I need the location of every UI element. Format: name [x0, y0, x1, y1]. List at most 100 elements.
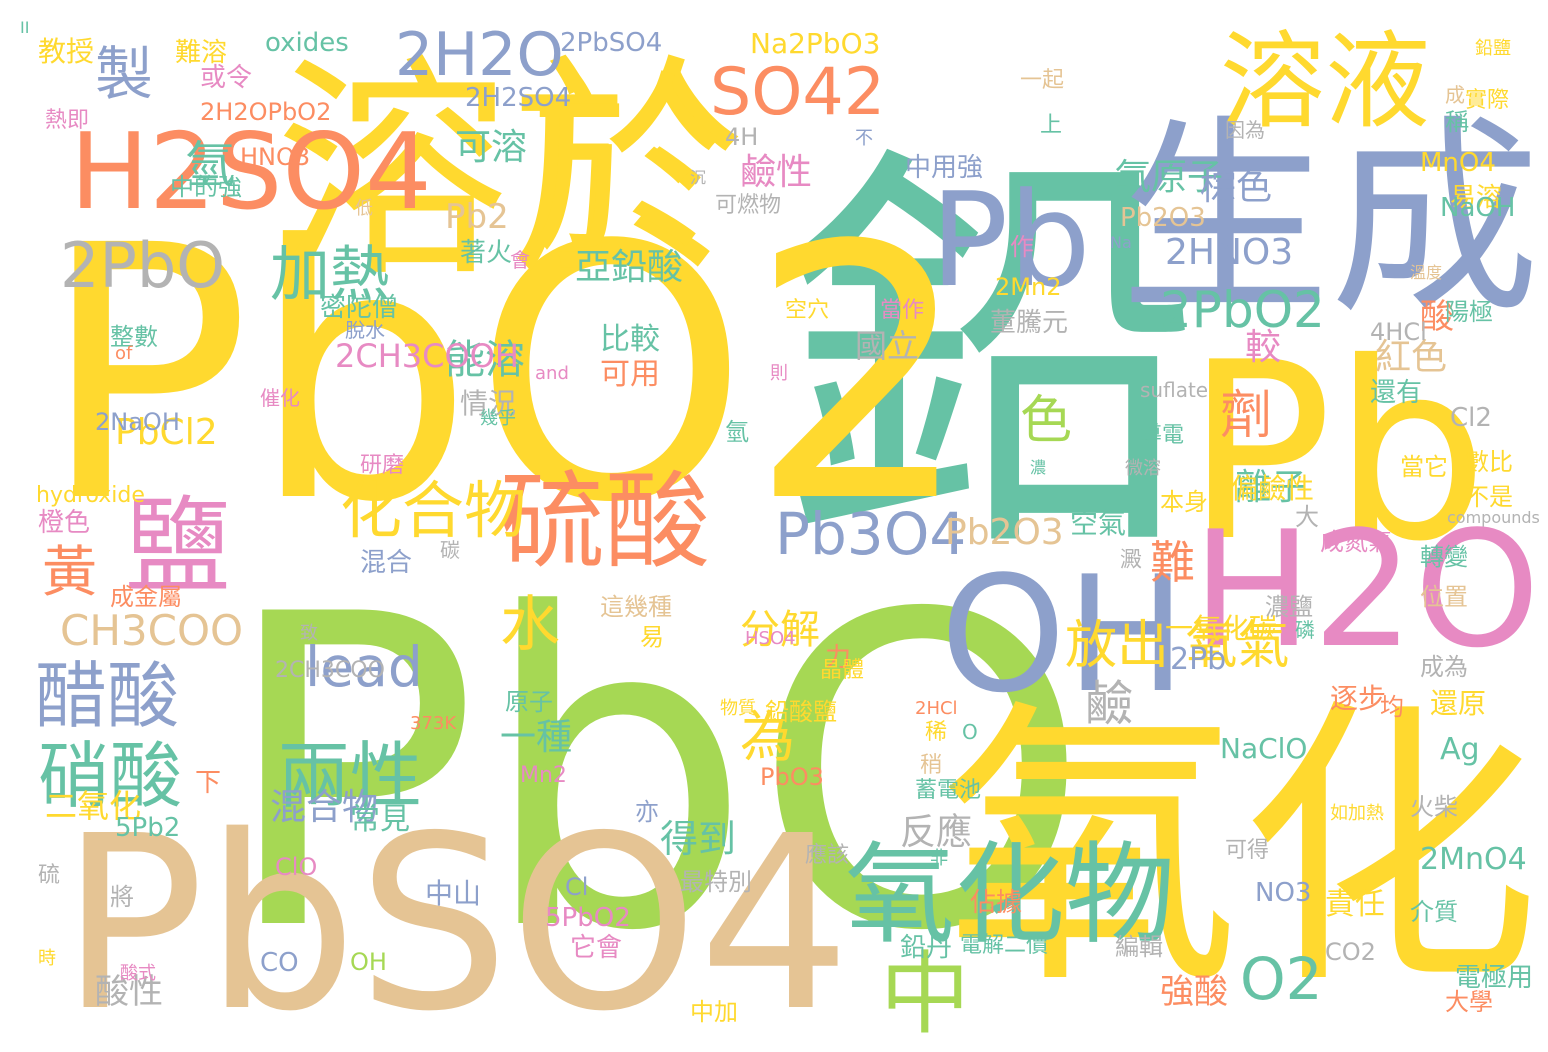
cloud-word: 導電 — [1140, 423, 1185, 448]
cloud-word: 會 — [510, 248, 530, 272]
cloud-word: 橙色 — [38, 508, 91, 538]
cloud-word: 逐步 — [1330, 682, 1387, 715]
cloud-word: NO3 — [1255, 878, 1312, 908]
cloud-word: 酸 — [1420, 297, 1454, 337]
cloud-word: 一氧化碳 — [1165, 612, 1278, 645]
cloud-word: 強酸 — [1160, 972, 1228, 1012]
cloud-word: 棕色 — [1200, 167, 1273, 208]
cloud-word: 水 — [500, 590, 560, 660]
cloud-word: 氧原子 — [1115, 157, 1224, 198]
cloud-word: 著火 — [460, 238, 513, 268]
cloud-word: NaClO — [1220, 732, 1308, 765]
cloud-word: 可溶 — [455, 127, 528, 168]
cloud-word: 離子 — [1235, 467, 1308, 508]
cloud-word: 2PbO2 — [1160, 281, 1325, 339]
cloud-word: 電解二價 — [960, 933, 1049, 958]
cloud-word: 還原 — [1430, 687, 1487, 720]
cloud-word: ClO — [275, 853, 318, 881]
cloud-word: CH3COO — [60, 606, 244, 655]
cloud-word: PbSO4 — [60, 784, 852, 1052]
cloud-word: 化合物 — [340, 474, 527, 547]
cloud-word: 陽極 — [1445, 298, 1493, 326]
cloud-word: 致 — [300, 623, 318, 644]
cloud-word: 2H2O — [395, 20, 564, 90]
cloud-word: 時 — [38, 948, 56, 969]
cloud-word: lead — [305, 635, 423, 699]
cloud-word: 4HCl — [1370, 318, 1427, 346]
cloud-word: HNO3 — [240, 143, 311, 171]
cloud-word: 2CH3COOH — [335, 337, 519, 375]
cloud-word: 硫 — [38, 863, 61, 888]
cloud-word: 將 — [110, 883, 134, 911]
cloud-word: 澱 — [1120, 548, 1143, 573]
cloud-word: suflate — [1140, 378, 1209, 402]
cloud-word: Pb — [930, 164, 1091, 316]
cloud-word: 成為 — [1420, 653, 1468, 681]
cloud-word: 2MnO4 — [1420, 842, 1527, 877]
cloud-word: 一種 — [500, 717, 573, 758]
cloud-word: 中用強 — [905, 153, 984, 183]
cloud-word: 原子 — [505, 688, 553, 716]
cloud-word: Mn2 — [520, 763, 567, 788]
cloud-word: 中的強 — [170, 173, 242, 201]
cloud-word: Pb2O3 — [1120, 203, 1206, 233]
cloud-word: H2SO4 — [70, 111, 432, 233]
cloud-word: 難 — [1150, 536, 1196, 589]
cloud-word: 2H2SO4 — [465, 83, 572, 113]
cloud-word: and — [535, 363, 569, 384]
cloud-word: 373K — [410, 713, 457, 734]
cloud-word: 黃 — [42, 540, 98, 604]
cloud-word: 混合 — [360, 548, 413, 578]
cloud-word: 編輯 — [1115, 933, 1163, 961]
cloud-word: 電極用 — [1455, 963, 1534, 993]
cloud-word: 鉛酸鹽 — [765, 698, 837, 726]
cloud-word: 為 — [740, 705, 796, 769]
cloud-word: 本身 — [1160, 488, 1208, 516]
cloud-word: Pb2O3 — [945, 512, 1064, 553]
cloud-word: 製 — [95, 40, 154, 108]
cloud-word: 鉛丹 — [900, 933, 953, 963]
cloud-word: 物質 — [720, 698, 756, 719]
cloud-word: Pb — [1185, 310, 1489, 595]
cloud-word: 低 — [355, 198, 373, 219]
cloud-word: 紅色 — [1375, 337, 1448, 378]
cloud-word: of — [115, 343, 133, 364]
cloud-word: 國立 — [855, 327, 920, 365]
cloud-word: 易 — [640, 623, 664, 651]
cloud-word: 難溶 — [175, 38, 228, 68]
cloud-word: 亦 — [635, 798, 659, 826]
cloud-word: 介質 — [1410, 898, 1458, 926]
cloud-word: 鉛鹽 — [1475, 38, 1511, 59]
cloud-word: Cl — [565, 873, 589, 901]
cloud-word: 下 — [195, 768, 222, 798]
cloud-word: 2H2OPbO2 — [200, 98, 332, 126]
cloud-word: 濃 — [1030, 458, 1047, 477]
cloud-word: 最特別 — [680, 868, 752, 896]
cloud-word: 2PbO — [60, 229, 225, 302]
cloud-word: 酸性 — [95, 972, 163, 1012]
cloud-word: Na2PbO3 — [750, 27, 881, 60]
cloud-word: 氧化物 — [845, 831, 1175, 959]
cloud-word: 溫度 — [1410, 263, 1443, 282]
cloud-word: 酸式 — [120, 963, 156, 984]
cloud-word: 中 — [880, 942, 970, 1047]
cloud-word: 二氧化 — [45, 787, 142, 825]
cloud-word: 大 — [1295, 503, 1319, 531]
cloud-word: hydroxide — [36, 483, 145, 508]
cloud-word: 2CH3COO — [275, 658, 385, 683]
cloud-word: 氧化 — [940, 675, 1540, 1024]
cloud-word: 還有 — [1370, 378, 1423, 408]
cloud-word: 應該 — [805, 843, 850, 868]
cloud-word: 生成 — [1120, 97, 1541, 342]
cloud-word: 可得 — [1225, 838, 1270, 863]
cloud-word: 一起 — [1020, 68, 1065, 93]
cloud-word: 溶於 — [275, 36, 745, 309]
cloud-word: 催化 — [260, 386, 300, 410]
cloud-word: 非 — [930, 848, 948, 869]
cloud-word: O — [962, 720, 978, 744]
cloud-word: 當它 — [1400, 453, 1448, 481]
cloud-word: 沉 — [690, 168, 707, 187]
cloud-word: 不 — [855, 128, 873, 149]
cloud-word: 數比 — [1465, 448, 1513, 476]
cloud-word: 熱即 — [45, 108, 90, 133]
